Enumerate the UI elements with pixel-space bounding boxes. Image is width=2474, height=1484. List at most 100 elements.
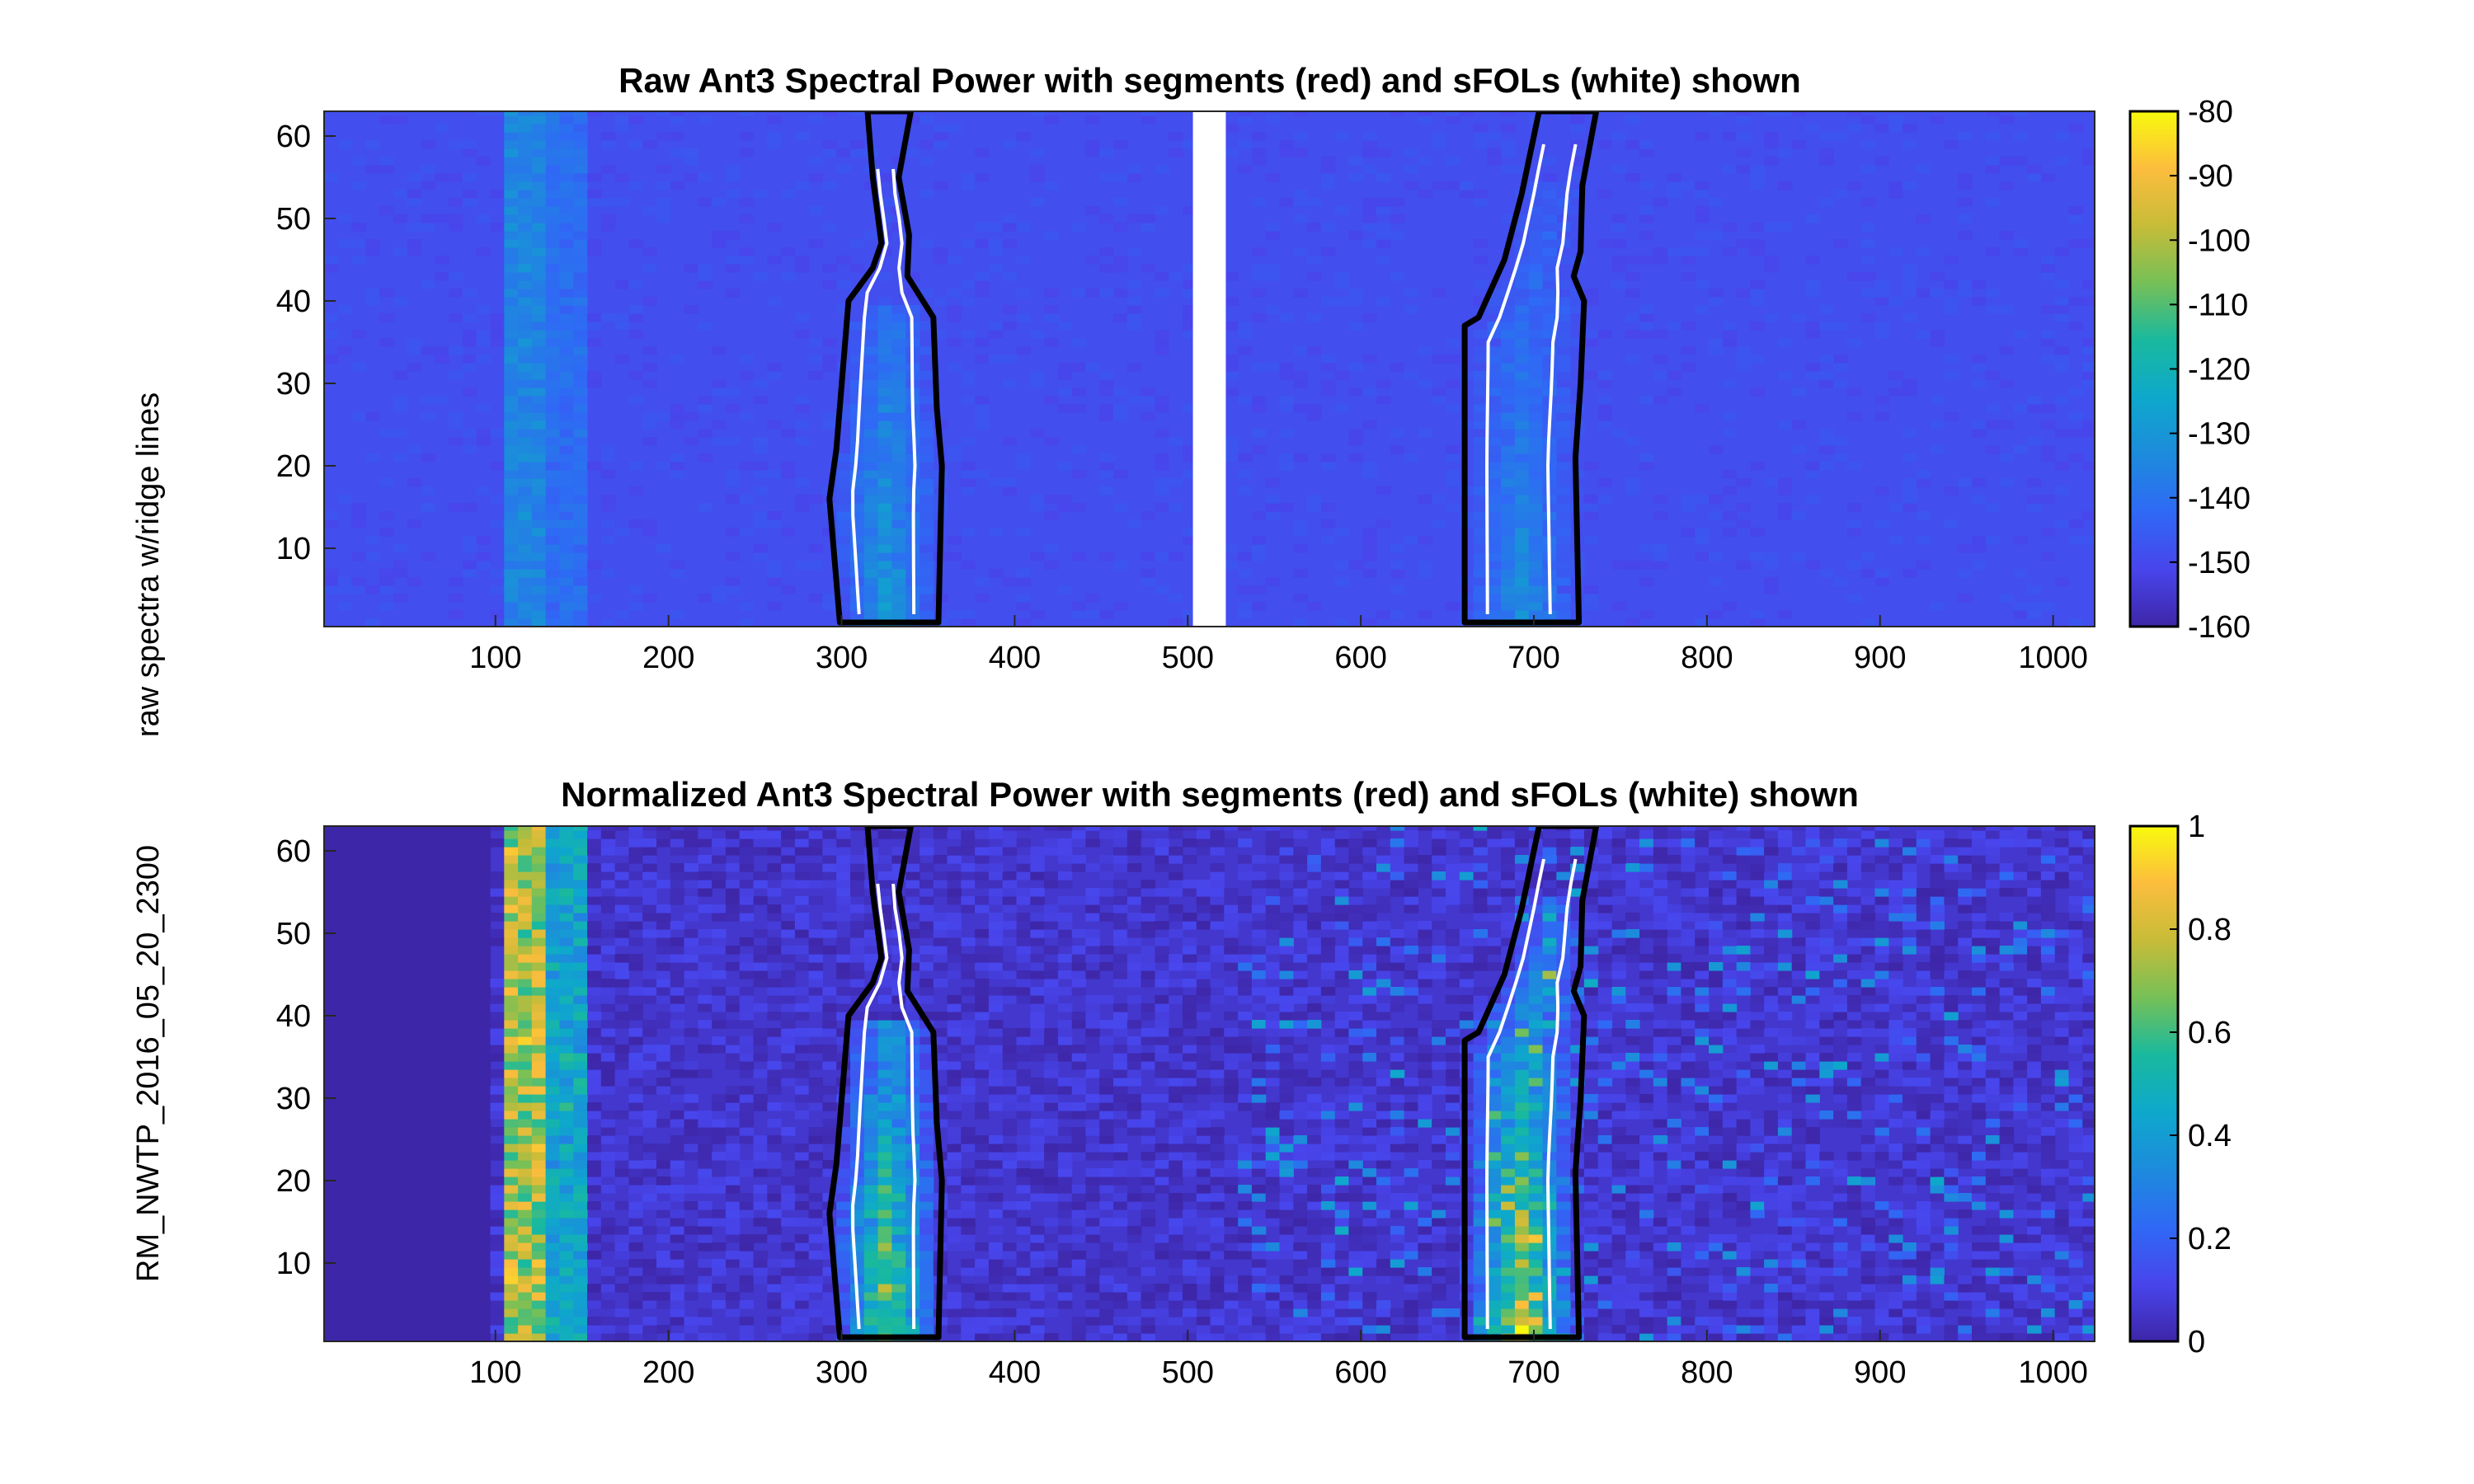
heatmap-cell xyxy=(1169,1168,1183,1177)
heatmap-cell xyxy=(1695,206,1710,215)
heatmap-cell xyxy=(1487,1185,1502,1194)
heatmap-cell xyxy=(518,181,533,190)
heatmap-cell xyxy=(1903,1292,1917,1301)
heatmap-cell xyxy=(1805,1160,1820,1169)
heatmap-cell xyxy=(1169,1135,1183,1144)
heatmap-cell xyxy=(1570,124,1585,133)
heatmap-cell xyxy=(1390,198,1405,207)
heatmap-cell xyxy=(1597,1317,1613,1326)
heatmap-cell xyxy=(725,1144,741,1153)
heatmap-cell xyxy=(1681,1267,1696,1276)
heatmap-cell xyxy=(545,173,560,182)
heatmap-cell xyxy=(365,1201,380,1210)
heatmap-cell xyxy=(518,420,533,430)
heatmap-cell xyxy=(712,1267,727,1276)
heatmap-cell xyxy=(1473,1284,1488,1293)
heatmap-cell xyxy=(1279,396,1294,405)
heatmap-cell xyxy=(975,1144,990,1153)
heatmap-cell xyxy=(1611,1234,1626,1243)
heatmap-cell xyxy=(351,1333,366,1341)
heatmap-cell xyxy=(1791,1251,1807,1260)
heatmap-cell xyxy=(421,1267,435,1276)
heatmap-cell xyxy=(518,1275,533,1284)
heatmap-cell xyxy=(988,478,1004,487)
heatmap-cell xyxy=(739,412,755,421)
heatmap-cell xyxy=(1528,1234,1544,1243)
heatmap-cell xyxy=(1930,1135,1945,1144)
heatmap-cell xyxy=(1639,1135,1654,1144)
heatmap-cell xyxy=(2068,1209,2083,1219)
heatmap-cell xyxy=(1722,429,1738,438)
heatmap-cell xyxy=(1432,1267,1446,1276)
heatmap-cell xyxy=(739,1135,755,1144)
heatmap-cell xyxy=(1016,1135,1031,1144)
heatmap-cell xyxy=(573,462,588,471)
heatmap-cell xyxy=(1169,132,1183,141)
heatmap-cell xyxy=(1653,1251,1668,1260)
heatmap-cell xyxy=(628,462,643,471)
heatmap-cell xyxy=(794,561,810,570)
heatmap-cell xyxy=(1169,1218,1183,1227)
heatmap-cell xyxy=(767,1284,782,1293)
heatmap-cell xyxy=(863,1284,879,1293)
heatmap-cell xyxy=(351,1300,366,1309)
heatmap-cell xyxy=(449,594,463,603)
heatmap-cell xyxy=(518,157,533,166)
heatmap-cell xyxy=(518,1242,533,1252)
heatmap-cell xyxy=(393,1300,408,1309)
heatmap-cell xyxy=(600,1127,616,1136)
heatmap-cell xyxy=(2013,1317,2028,1326)
heatmap-cell xyxy=(739,1168,755,1177)
heatmap-cell xyxy=(891,412,906,421)
heatmap-cell xyxy=(808,338,823,347)
heatmap-cell xyxy=(1999,1275,2014,1284)
heatmap-cell xyxy=(1487,363,1502,372)
heatmap-cell xyxy=(1473,437,1488,446)
heatmap-cell xyxy=(1404,289,1418,298)
heatmap-cell xyxy=(1736,1144,1751,1153)
heatmap-cell xyxy=(337,140,353,149)
heatmap-cell xyxy=(1556,503,1571,512)
heatmap-cell xyxy=(877,1152,892,1161)
heatmap-cell xyxy=(877,363,892,372)
heatmap-cell xyxy=(753,437,768,446)
heatmap-cell xyxy=(1238,569,1253,578)
heatmap-cell xyxy=(1320,1234,1336,1243)
heatmap-cell xyxy=(1265,1160,1281,1169)
heatmap-cell xyxy=(988,1144,1004,1153)
heatmap-cell xyxy=(794,256,810,265)
heatmap-cell xyxy=(1556,1209,1571,1219)
heatmap-cell xyxy=(1501,519,1516,528)
heatmap-cell xyxy=(961,486,976,495)
heatmap-cell xyxy=(462,387,477,397)
heatmap-cell xyxy=(1709,1275,1724,1284)
heatmap-cell xyxy=(947,1127,962,1136)
heatmap-cell xyxy=(961,1267,976,1276)
heatmap-cell xyxy=(1958,594,1973,603)
heatmap-cell xyxy=(1196,1201,1211,1210)
heatmap-cell xyxy=(1487,1193,1502,1202)
heatmap-cell xyxy=(1085,1168,1100,1177)
heatmap-cell xyxy=(2013,610,2028,619)
heatmap-cell xyxy=(836,1275,851,1284)
heatmap-cell xyxy=(1016,1325,1031,1334)
heatmap-cell xyxy=(628,1325,643,1334)
heatmap-cell xyxy=(407,190,422,199)
heatmap-cell xyxy=(1348,322,1363,331)
heatmap-cell xyxy=(476,486,492,495)
heatmap-cell xyxy=(1113,313,1128,322)
heatmap-cell xyxy=(545,379,560,388)
heatmap-cell xyxy=(920,1152,934,1161)
heatmap-cell xyxy=(850,355,865,364)
heatmap-cell xyxy=(351,1160,366,1169)
heatmap-cell xyxy=(2040,1242,2056,1252)
heatmap-cell xyxy=(504,569,519,578)
heatmap-cell xyxy=(1501,1259,1516,1268)
heatmap-cell xyxy=(1556,420,1571,430)
heatmap-cell xyxy=(863,371,879,380)
heatmap-cell xyxy=(531,1168,547,1177)
heatmap-cell xyxy=(462,363,477,372)
heatmap-cell xyxy=(1681,1176,1696,1186)
heatmap-cell xyxy=(670,412,685,421)
heatmap-cell xyxy=(1874,1292,1889,1301)
